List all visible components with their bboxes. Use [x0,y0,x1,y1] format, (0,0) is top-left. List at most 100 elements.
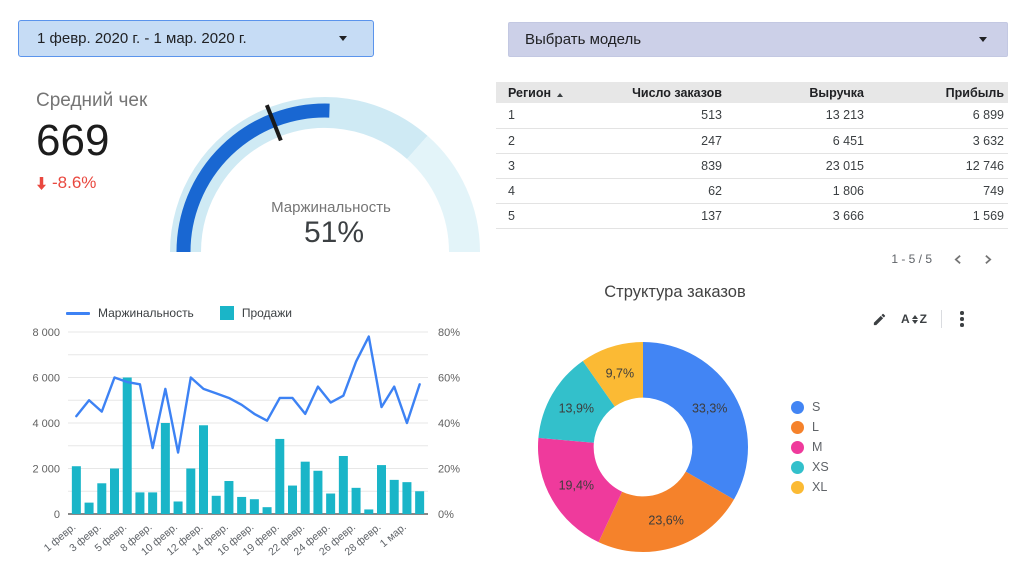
date-range-value: 1 февр. 2020 г. - 1 мар. 2020 г. [37,30,247,47]
bar[interactable] [224,481,234,514]
table-cell: 62 [626,178,726,204]
bar[interactable] [262,507,272,514]
legend-label: XL [812,480,828,494]
scorecard-delta: -8.6% [36,173,147,193]
bar[interactable] [338,455,348,514]
bar[interactable] [326,493,336,514]
y-axis-tick-left: 8 000 [32,327,60,339]
table-cell: 839 [626,153,726,179]
table-cell: 1 569 [868,203,1008,229]
table-cell: 3 632 [868,128,1008,154]
column-header[interactable]: Выручка [726,82,868,103]
bar-swatch-icon [219,306,234,320]
scorecard-value: 669 [36,116,110,165]
table-row[interactable]: 5 137 3 666 1 569 [496,203,1008,229]
sort-az-icon[interactable]: A Z [901,312,928,326]
pagination-range: 1 - 5 / 5 [891,252,932,266]
bar[interactable] [84,502,94,514]
table-cell: 13 213 [726,103,868,129]
margin-line [75,335,421,454]
donut-slice[interactable] [538,360,615,443]
down-arrow-icon [36,176,47,190]
chevron-down-icon [339,36,347,41]
bar[interactable] [402,482,412,514]
donut-chart-toolbar: A Z [872,306,968,332]
donut-legend: S L M XS XL [791,400,829,500]
legend-label: Маржинальность [98,306,194,320]
column-header[interactable]: Число заказов [626,82,726,103]
table-row[interactable]: 4 62 1 806 749 [496,178,1008,204]
legend-dot-icon [791,440,804,454]
sort-asc-icon [557,92,564,97]
prev-page-button[interactable] [952,253,965,266]
line-swatch-icon [66,311,90,315]
bar[interactable] [148,492,158,514]
bar[interactable] [389,479,399,514]
table-row[interactable]: 1 513 13 213 6 899 [496,103,1008,129]
bar[interactable] [199,425,208,514]
model-select-value: Выбрать модель [525,31,642,48]
legend-dot-icon [791,400,804,414]
table-cell: 23 015 [726,153,868,179]
margin-gauge: Маржинальность 51% [168,84,483,252]
bar[interactable] [160,423,170,514]
date-range-control[interactable]: 1 февр. 2020 г. - 1 мар. 2020 г. [18,20,374,57]
table-cell: 1 [496,103,626,129]
legend-dot-icon [791,420,804,434]
more-options-icon[interactable] [956,309,968,329]
legend-label: L [812,420,819,434]
y-axis-tick-right: 0% [438,509,454,521]
sales-margin-chart: Маржинальность Продажи 8 000 6 000 4 000 2 … [14,298,474,566]
bar[interactable] [122,377,132,515]
legend-label: XS [812,460,829,474]
donut-slice[interactable] [643,342,748,500]
scorecard-average-check: Средний чек 669 -8.6% [36,90,147,193]
bar[interactable] [186,468,196,515]
legend-item-margin: Маржинальность [66,306,194,320]
slice-label: 9,7% [606,367,635,381]
bar[interactable] [377,465,386,514]
y-axis-tick-left: 4 000 [32,418,60,430]
donut-slice[interactable] [582,342,643,407]
toolbar-divider [941,310,943,328]
bar[interactable] [313,470,323,514]
donut-slice[interactable] [538,437,623,543]
column-header[interactable]: Прибыль [868,82,1008,103]
bar[interactable] [275,438,285,514]
bar[interactable] [211,495,221,514]
combo-chart-legend: Маржинальность Продажи [66,306,292,320]
y-axis-tick-right: 60% [438,373,460,385]
model-select-control[interactable]: Выбрать модель [508,22,1008,57]
bar[interactable] [173,501,183,514]
edit-pencil-icon[interactable] [872,312,887,327]
table-row[interactable]: 3 839 23 015 12 746 [496,153,1008,179]
donut-legend-item: S [791,400,829,414]
table-cell: 3 666 [726,203,868,229]
table-row[interactable]: 2 247 6 451 3 632 [496,128,1008,154]
bar[interactable] [135,492,145,514]
bar[interactable] [300,461,310,514]
next-page-button[interactable] [981,253,994,266]
bar[interactable] [71,466,81,514]
gauge-band [406,135,480,252]
bar[interactable] [97,483,107,514]
column-header[interactable]: Регион [496,82,626,103]
region-table-card: Регион Число заказов Выручка Прибыль 1 513 13… [496,82,1008,229]
donut-legend-item: L [791,420,829,434]
gauge-band [170,97,428,252]
bar[interactable] [351,487,361,514]
bar[interactable] [415,491,425,514]
bar[interactable] [237,496,247,514]
table-cell: 137 [626,203,726,229]
bar[interactable] [110,468,119,515]
table-pagination: 1 - 5 / 5 [840,248,1008,270]
x-axis-label: 1 мар. [378,521,409,550]
bar[interactable] [288,485,297,514]
bar[interactable] [364,509,374,514]
donut-title: Структура заказов [604,283,746,301]
table-cell: 3 [496,153,626,179]
chevron-down-icon [979,37,987,42]
bar[interactable] [249,499,259,514]
legend-item-sales: Продажи [219,306,292,320]
donut-slice[interactable] [598,471,734,552]
